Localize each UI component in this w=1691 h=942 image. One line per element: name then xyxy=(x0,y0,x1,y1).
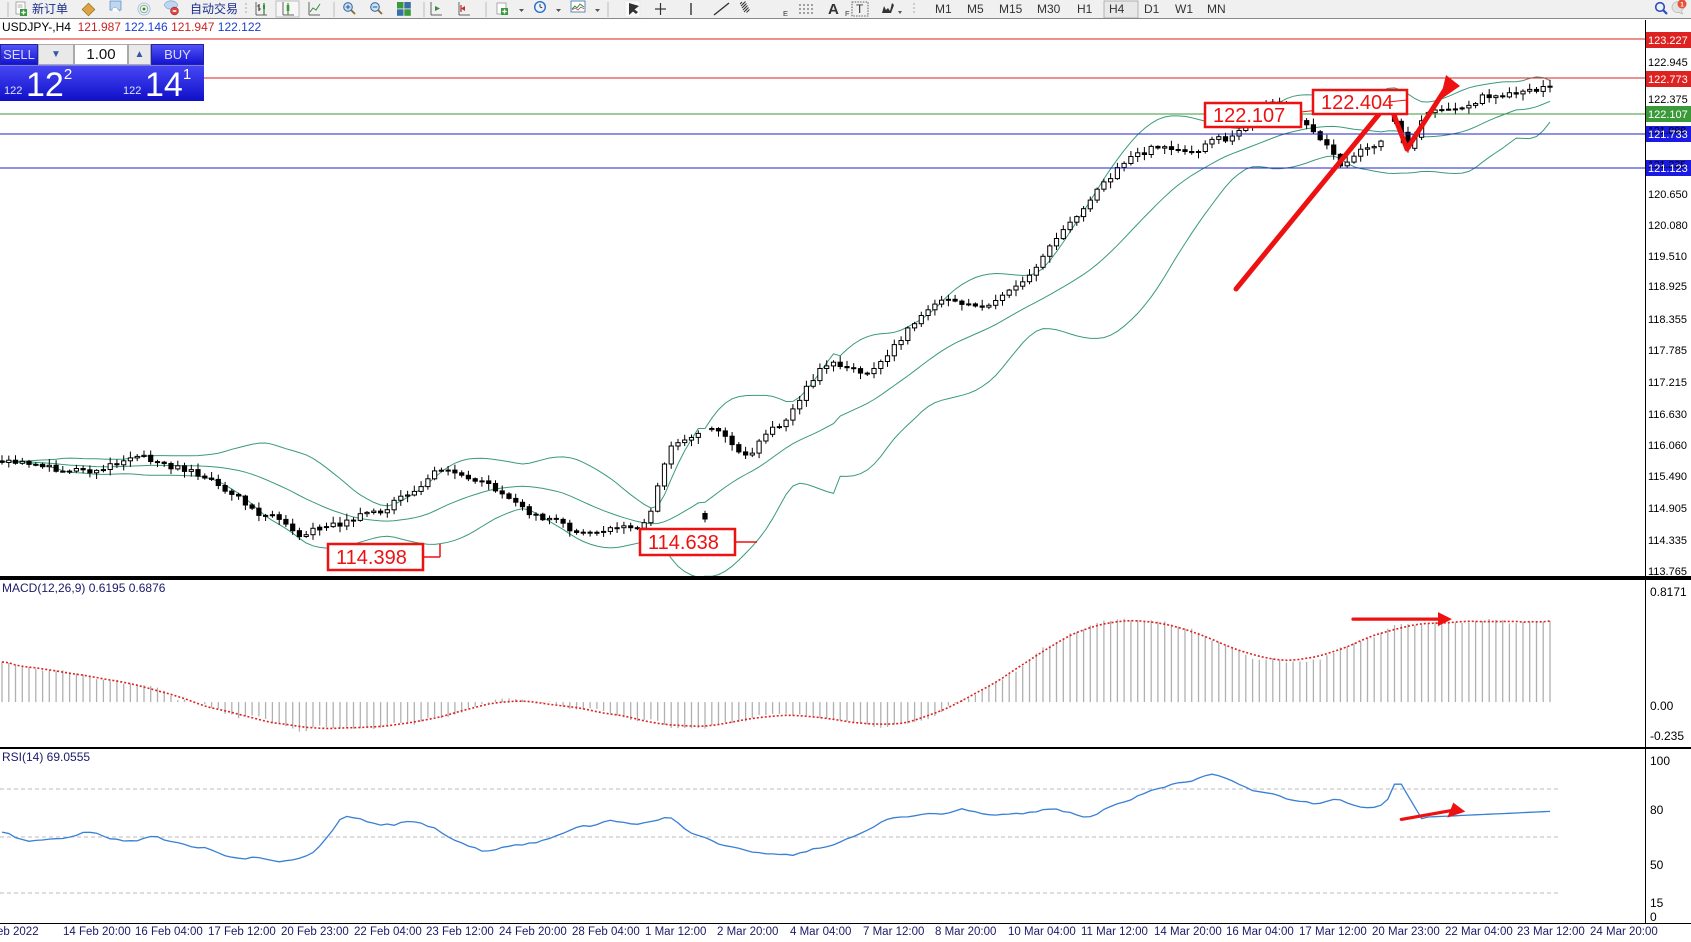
svg-text:122.107: 122.107 xyxy=(1213,105,1285,127)
svg-text:118.925: 118.925 xyxy=(1648,281,1687,293)
svg-text:113.765: 113.765 xyxy=(1648,566,1687,578)
svg-text:80: 80 xyxy=(1650,803,1664,817)
svg-text:自动交易: 自动交易 xyxy=(190,1,238,16)
svg-text:1: 1 xyxy=(1680,1,1684,8)
svg-text:MN: MN xyxy=(1207,2,1226,16)
svg-text:50: 50 xyxy=(1650,858,1664,872)
svg-text:122.773: 122.773 xyxy=(1648,74,1688,86)
svg-text:0: 0 xyxy=(1650,910,1657,923)
svg-text:M1: M1 xyxy=(935,2,952,16)
svg-text:119.510: 119.510 xyxy=(1648,251,1687,263)
svg-text:116.060: 116.060 xyxy=(1648,440,1687,452)
svg-text:122.945: 122.945 xyxy=(1648,57,1688,69)
svg-text:A: A xyxy=(828,1,839,18)
svg-text:117.215: 117.215 xyxy=(1648,377,1687,389)
svg-text:114.335: 114.335 xyxy=(1648,535,1687,547)
svg-text:0.8171: 0.8171 xyxy=(1650,585,1687,599)
svg-text:117.785: 117.785 xyxy=(1648,345,1687,357)
svg-text:116.630: 116.630 xyxy=(1648,409,1687,421)
svg-text:114.398: 114.398 xyxy=(336,547,407,569)
svg-text:-0.235: -0.235 xyxy=(1650,729,1684,743)
svg-text:M15: M15 xyxy=(999,2,1023,16)
svg-text:M5: M5 xyxy=(967,2,984,16)
svg-text:122.404: 122.404 xyxy=(1321,92,1393,114)
svg-text:15: 15 xyxy=(1650,896,1664,910)
svg-text:118.355: 118.355 xyxy=(1648,314,1687,326)
svg-text:123.227: 123.227 xyxy=(1648,35,1688,47)
svg-text:新订单: 新订单 xyxy=(32,1,68,16)
svg-text:W1: W1 xyxy=(1175,2,1193,16)
svg-text:T: T xyxy=(856,2,864,16)
svg-text:100: 100 xyxy=(1650,754,1670,768)
svg-text:M30: M30 xyxy=(1037,2,1061,16)
svg-text:114.638: 114.638 xyxy=(648,532,719,554)
svg-text:H1: H1 xyxy=(1077,2,1093,16)
svg-text:121.123: 121.123 xyxy=(1648,163,1688,175)
svg-text:D1: D1 xyxy=(1144,2,1160,16)
svg-text:120.080: 120.080 xyxy=(1648,220,1688,232)
svg-text:H4: H4 xyxy=(1109,2,1125,16)
svg-text:F: F xyxy=(845,9,850,18)
svg-text:E: E xyxy=(783,9,788,18)
svg-text:120.650: 120.650 xyxy=(1648,189,1688,201)
svg-text:121.733: 121.733 xyxy=(1648,129,1688,141)
svg-text:0.00: 0.00 xyxy=(1650,699,1674,713)
svg-text:115.490: 115.490 xyxy=(1648,471,1687,483)
svg-text:114.905: 114.905 xyxy=(1648,503,1687,515)
svg-text:122.107: 122.107 xyxy=(1648,109,1688,121)
svg-text:122.375: 122.375 xyxy=(1648,94,1688,106)
